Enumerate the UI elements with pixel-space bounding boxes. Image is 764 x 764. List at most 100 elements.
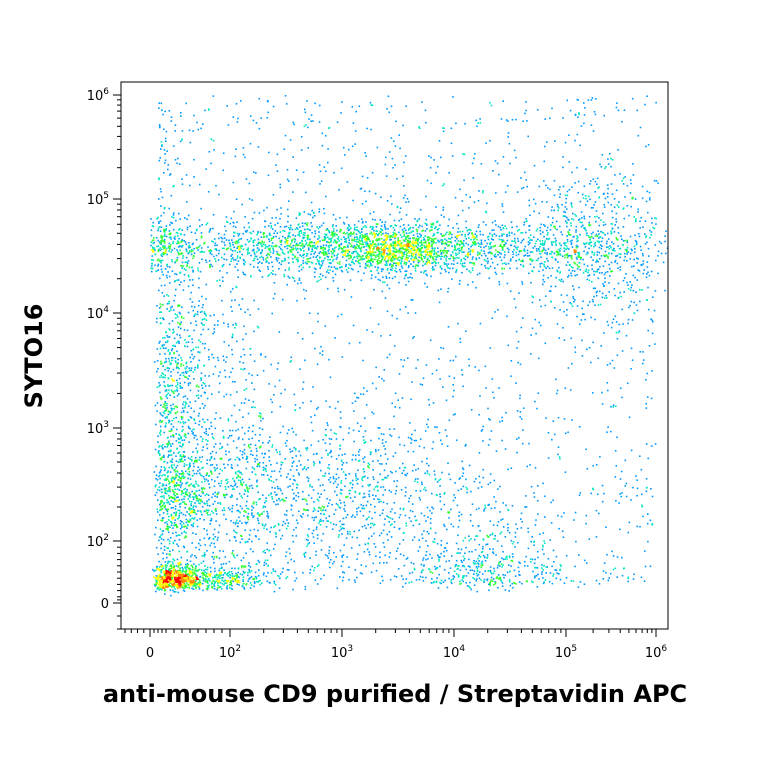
scatter-point [359,247,361,250]
scatter-point [213,238,216,240]
scatter-point [166,581,168,583]
scatter-point [421,229,424,232]
scatter-point [163,238,166,241]
scatter-point [394,250,396,253]
scatter-point [566,256,569,259]
scatter-point [304,240,307,242]
scatter-point [427,257,429,260]
scatter-point [575,256,578,259]
scatter-point [261,473,263,476]
scatter-point [164,593,166,595]
scatter-point [222,493,225,496]
scatter-point [233,235,235,237]
scatter-point [268,254,271,256]
scatter-point [529,263,532,266]
scatter-point [640,264,643,267]
scatter-point [352,251,355,253]
scatter-point [330,262,332,264]
scatter-point [563,242,565,244]
scatter-point [576,235,578,237]
scatter-point [165,570,167,572]
scatter-point [292,247,295,249]
scatter-point [344,254,347,257]
scatter-point [571,218,573,220]
scatter-point [383,281,386,284]
scatter-point [512,253,515,255]
scatter-point [437,231,440,234]
scatter-point [359,242,361,245]
scatter-point [328,231,331,234]
scatter-point [364,262,367,265]
scatter-point [168,540,171,542]
scatter-point [209,228,212,230]
scatter-point [229,586,231,589]
scatter-point [328,246,330,249]
scatter-point [539,324,542,327]
scatter-point [220,571,223,574]
scatter-point [424,222,426,225]
scatter-point [176,496,178,499]
scatter-point [410,442,412,444]
scatter-point [395,255,398,257]
scatter-point [447,225,449,227]
scatter-point [577,219,580,221]
scatter-point [308,258,310,260]
scatter-point [428,250,431,253]
scatter-point [610,270,613,273]
scatter-point [381,244,384,246]
scatter-point [350,231,352,234]
scatter-point [569,234,572,236]
scatter-point [172,541,175,544]
scatter-point [150,241,153,244]
scatter-point [199,581,202,584]
scatter-point [356,255,358,258]
scatter-point [566,190,569,193]
scatter-point [291,239,294,241]
scatter-point [188,251,191,254]
scatter-point [420,258,423,261]
scatter-point [496,251,499,253]
scatter-point [182,513,185,516]
scatter-point [169,585,172,587]
scatter-point [622,244,624,246]
scatter-point [619,173,621,175]
scatter-point [588,279,591,282]
scatter-point [464,258,467,261]
scatter-point [502,211,505,213]
scatter-point [339,417,342,419]
scatter-point [416,229,419,232]
scatter-point [273,580,276,583]
scatter-point [626,250,628,253]
scatter-point [378,255,380,257]
scatter-point [382,232,384,235]
scatter-point [433,268,435,271]
scatter-point [445,243,448,246]
scatter-point [229,583,232,586]
scatter-point [539,246,541,248]
scatter-point [521,281,523,283]
scatter-point [193,492,195,495]
scatter-point [278,262,281,264]
scatter-point [559,186,561,188]
scatter-point [452,256,454,258]
scatter-point [635,291,637,293]
scatter-point [386,255,388,257]
scatter-point [399,251,401,254]
scatter-point [539,240,541,242]
scatter-point [263,527,265,530]
scatter-point [155,569,157,572]
scatter-point [468,464,471,467]
scatter-point [180,577,183,579]
scatter-point [230,484,232,487]
scatter-point [591,280,593,283]
scatter-point [598,272,601,274]
scatter-point [171,575,174,578]
scatter-point [350,257,352,259]
scatter-point [195,494,198,497]
scatter-point [171,260,174,263]
scatter-point [209,513,212,516]
scatter-point [161,507,164,510]
scatter-point [235,447,238,449]
scatter-point [331,232,334,235]
scatter-point [441,268,443,270]
